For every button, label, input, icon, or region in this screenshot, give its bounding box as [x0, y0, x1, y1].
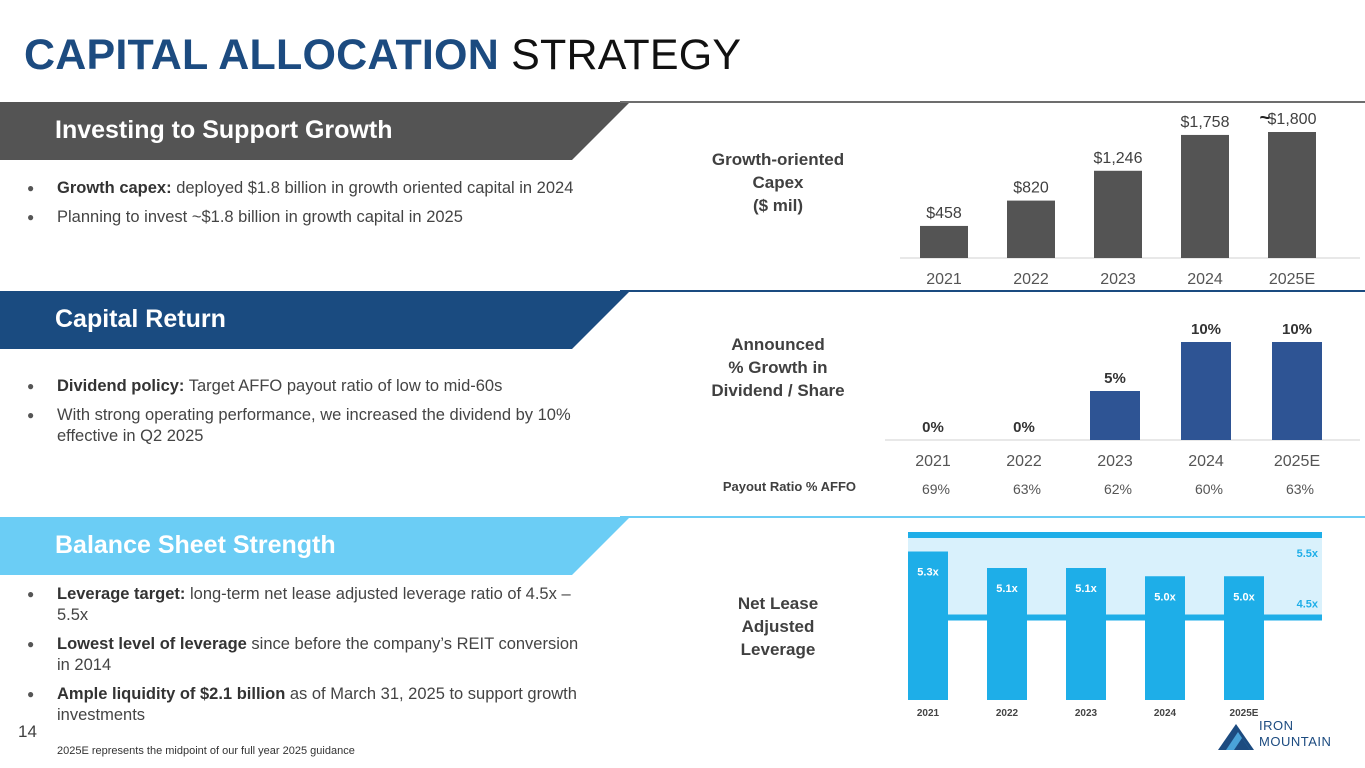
capex-approx-symbol: ~ — [1259, 110, 1270, 129]
payout-ratio-value: 63% — [1013, 481, 1041, 497]
growth-section-band — [0, 102, 630, 160]
leverage-range-low-label: 4.5x — [1297, 599, 1319, 611]
dividend-data-label: 10% — [1282, 321, 1312, 338]
capital-return-section-band — [0, 291, 630, 349]
page-number: 14 — [18, 722, 37, 741]
growth-section-heading: Investing to Support Growth — [55, 116, 393, 144]
capital-return-bullet: Dividend policy: Target AFFO payout rati… — [24, 376, 584, 397]
capex-bar-2022 — [1007, 200, 1055, 258]
dividend-data-label: 0% — [1013, 419, 1035, 436]
leverage-bar-2023 — [1066, 568, 1106, 700]
leverage-data-label: 5.3x — [917, 567, 939, 579]
payout-ratio-value: 69% — [922, 481, 950, 497]
dividend-tick-label: 2025E — [1274, 453, 1320, 470]
growth-bullet: Growth capex: deployed $1.8 billion in g… — [24, 178, 584, 199]
leverage-bar-2021 — [908, 551, 948, 700]
leverage-tick-label: 2022 — [996, 708, 1019, 719]
balance-sheet-section-heading: Balance Sheet Strength — [55, 531, 336, 559]
logo-wordmark: IRON MOUNTAIN — [1259, 718, 1332, 749]
capex-bar-2023 — [1094, 170, 1142, 258]
capex-chart-title: Growth-oriented Capex ($ mil) — [711, 150, 845, 215]
page-title-light: STRATEGY — [511, 31, 742, 79]
leverage-tick-label: 2024 — [1154, 708, 1177, 719]
dividend-bar-2025E — [1272, 342, 1322, 440]
leverage-data-label: 5.1x — [1075, 583, 1097, 595]
dividend-tick-label: 2023 — [1097, 453, 1133, 470]
dividend-tick-label: 2022 — [1006, 453, 1042, 470]
dividend-bar-2024 — [1181, 342, 1231, 440]
leverage-bar-2024 — [1145, 576, 1185, 700]
growth-bullets: Growth capex: deployed $1.8 billion in g… — [24, 178, 584, 236]
payout-ratio-value: 60% — [1195, 481, 1223, 497]
balance-sheet-bullet: Ample liquidity of $2.1 billion as of Ma… — [24, 684, 584, 726]
payout-ratio-value: 63% — [1286, 481, 1314, 497]
leverage-chart-title: Net Lease Adjusted Leverage — [737, 594, 819, 659]
capex-tick-label: 2024 — [1187, 271, 1223, 288]
balance-sheet-divider — [620, 516, 1365, 518]
leverage-tick-label: 2021 — [917, 708, 940, 719]
page-title-bold: CAPITAL ALLOCATION — [24, 31, 499, 79]
balance-sheet-bullet: Leverage target: long-term net lease adj… — [24, 584, 584, 626]
leverage-data-label: 5.0x — [1233, 591, 1255, 603]
dividend-chart-title: Announced% Growth in Dividend / Share — [711, 335, 845, 400]
capital-return-section-heading: Capital Return — [55, 305, 226, 333]
footnote: 2025E represents the midpoint of our ful… — [57, 745, 355, 757]
payout-ratio-label: Payout Ratio % AFFO — [723, 479, 856, 494]
balance-sheet-bullet: Lowest level of leverage since before th… — [24, 634, 584, 676]
capex-bar-2021 — [920, 225, 968, 258]
page-title: CAPITAL ALLOCATION STRATEGY — [24, 30, 741, 80]
dividend-data-label: 5% — [1104, 370, 1126, 387]
payout-ratio-value: 62% — [1104, 481, 1132, 497]
balance-sheet-bullets: Leverage target: long-term net lease adj… — [24, 584, 584, 734]
dividend-tick-label: 2021 — [915, 453, 951, 470]
capex-tick-label: 2025E — [1269, 271, 1315, 288]
leverage-chart: 5.3x 2021 5.1x 2022 5.1x 2023 5.0x 2024 5.0x 2025… — [908, 532, 1322, 719]
dividend-bar-2023 — [1090, 391, 1140, 440]
capex-bar-2025E — [1268, 132, 1316, 258]
capital-return-bullet: With strong operating performance, we in… — [24, 405, 584, 447]
capex-data-label: $1,800 — [1268, 111, 1317, 128]
leverage-data-label: 5.1x — [996, 583, 1018, 595]
leverage-bar-2025E — [1224, 576, 1264, 700]
capital-return-bullets: Dividend policy: Target AFFO payout rati… — [24, 376, 584, 455]
capex-tick-label: 2021 — [926, 271, 962, 288]
leverage-bar-2022 — [987, 568, 1027, 700]
capex-tick-label: 2023 — [1100, 271, 1136, 288]
growth-bullet: Planning to invest ~$1.8 billion in grow… — [24, 207, 584, 228]
leverage-data-label: 5.0x — [1154, 591, 1176, 603]
capital-return-divider — [620, 290, 1365, 292]
capex-bar-2024 — [1181, 134, 1229, 258]
growth-divider — [620, 101, 1365, 103]
capex-data-label: $458 — [926, 205, 962, 222]
leverage-tick-label: 2023 — [1075, 708, 1098, 719]
capex-tick-label: 2022 — [1013, 271, 1049, 288]
capex-data-label: $1,246 — [1094, 150, 1143, 167]
leverage-tick-label: 2025E — [1230, 708, 1259, 719]
dividend-chart: 0% 2021 69% 0% 2022 63% 5% 2023 62% 10% 2024 60% 10%… — [723, 321, 1360, 497]
dividend-tick-label: 2024 — [1188, 453, 1224, 470]
leverage-range-high-label: 5.5x — [1297, 548, 1319, 560]
dividend-data-label: 0% — [922, 419, 944, 436]
capex-data-label: $820 — [1013, 180, 1049, 197]
balance-sheet-section-band — [0, 517, 630, 575]
iron-mountain-logo — [1218, 724, 1254, 750]
dividend-data-label: 10% — [1191, 321, 1221, 338]
capex-data-label: $1,758 — [1181, 114, 1230, 131]
capex-chart: $458 2021 $820 2022 $1,246 2023 $1,758 2024 ~$1,… — [900, 110, 1360, 288]
